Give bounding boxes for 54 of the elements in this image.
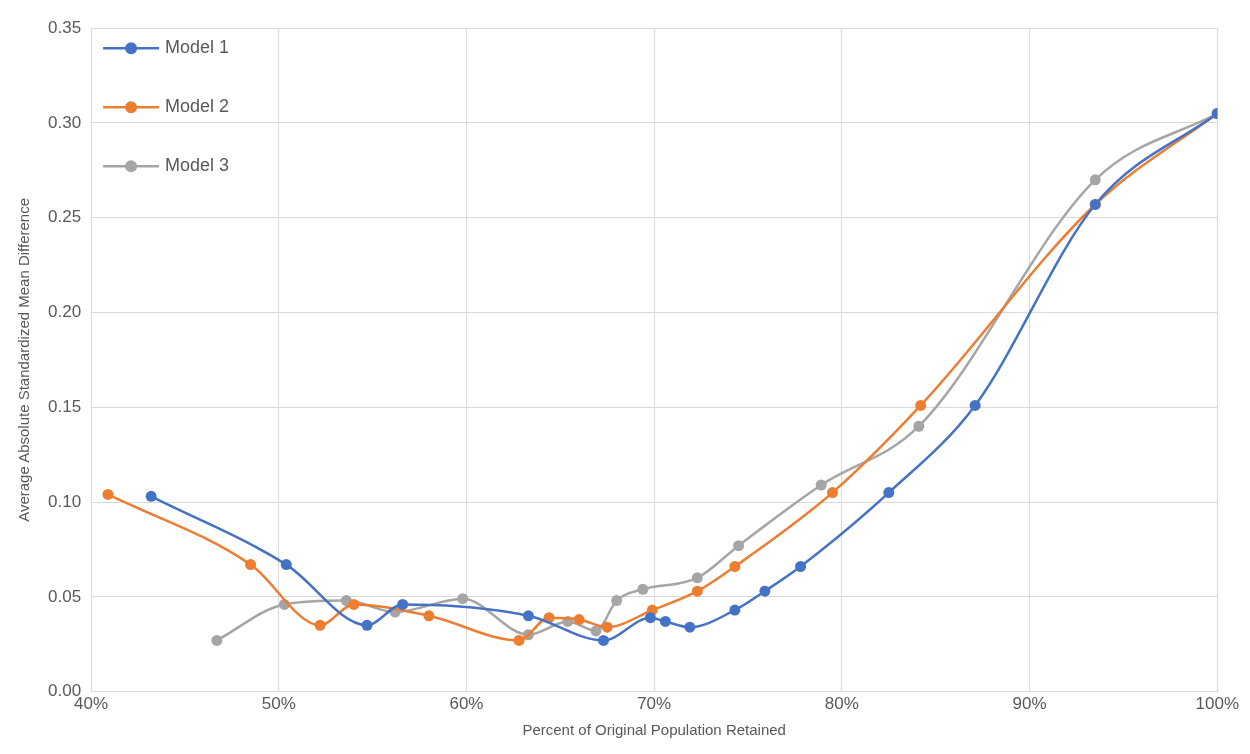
point [280, 559, 292, 571]
point [314, 619, 326, 631]
y-tick-label: 0.05 [47, 586, 82, 606]
x-tick-label: 80% [824, 694, 859, 714]
point [348, 598, 360, 610]
point [691, 585, 703, 597]
point [969, 399, 981, 411]
legend-label: Model 2 [165, 96, 230, 117]
point [795, 561, 807, 572]
y-tick-label: 0.30 [47, 112, 82, 132]
legend-label: Model 3 [165, 155, 230, 176]
point [759, 585, 771, 597]
x-tick-label: 90% [1012, 694, 1047, 714]
point [826, 487, 838, 499]
point [733, 540, 745, 552]
point [573, 614, 585, 626]
point [245, 559, 257, 571]
x-tick-label: 60% [449, 694, 484, 714]
point [598, 634, 609, 646]
point [361, 619, 373, 631]
point [457, 593, 469, 605]
point [915, 399, 927, 411]
y-tick-label: 0.20 [47, 302, 82, 322]
point [644, 612, 656, 624]
point [513, 634, 525, 646]
point [522, 610, 534, 622]
y-tick-label: 0.10 [47, 491, 82, 511]
x-axis-title: Percent of Original Population Retained [522, 721, 786, 739]
point [883, 487, 895, 499]
y-tick-label: 0.15 [47, 396, 82, 416]
point [691, 572, 703, 584]
point [611, 595, 623, 607]
point [659, 615, 671, 627]
y-tick-label: 0.25 [47, 207, 82, 227]
point [590, 625, 602, 637]
point [145, 490, 157, 502]
point [102, 488, 114, 500]
point [423, 610, 435, 622]
point [913, 420, 925, 432]
point [397, 598, 409, 610]
x-tick-label: 50% [261, 694, 296, 714]
point [815, 479, 827, 491]
legend-label: Model 1 [165, 37, 230, 58]
y-tick-label: 0.35 [47, 17, 82, 37]
point [601, 621, 613, 633]
y-axis-title: Average Absolute Standardized Mean Difference [15, 197, 33, 522]
point [211, 634, 223, 646]
point [684, 621, 696, 633]
point [729, 561, 741, 572]
x-tick-label: 100% [1195, 694, 1239, 714]
point [637, 583, 649, 595]
point [729, 604, 741, 616]
x-tick-label: 70% [637, 694, 672, 714]
point [1089, 174, 1101, 186]
